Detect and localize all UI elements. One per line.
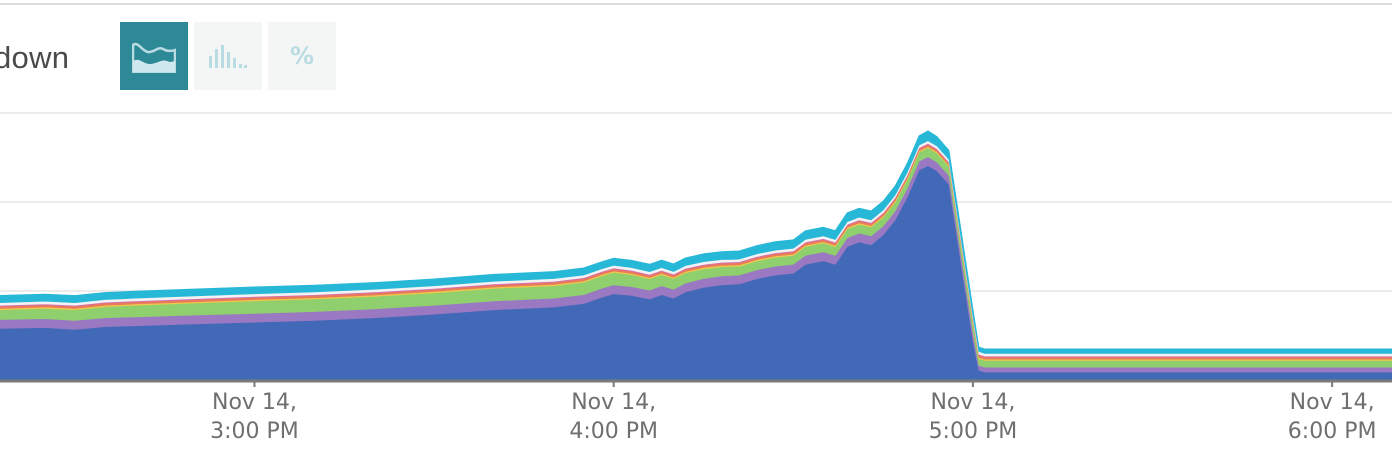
bar-chart-icon xyxy=(209,45,247,68)
area-series-8 xyxy=(0,130,1392,354)
area-series xyxy=(0,130,1392,381)
x-tick-label-4: Nov 14, 6:00 PM xyxy=(1288,390,1377,444)
area-chart-mode-button[interactable] xyxy=(120,22,188,90)
x-tick-label-1: Nov 14, 3:00 PM xyxy=(210,390,299,444)
bar-chart-mode-button[interactable] xyxy=(194,22,262,90)
x-tick-label-3: Nov 14, 5:00 PM xyxy=(929,390,1018,444)
top-divider xyxy=(0,0,1392,5)
area-chart-icon xyxy=(132,42,176,73)
x-axis: Nov 14, 3:00 PM Nov 14, 4:00 PM Nov 14, 5:00 … xyxy=(0,379,1392,444)
x-tick-label-2: Nov 14, 4:00 PM xyxy=(569,390,658,444)
percent-mode-button[interactable]: % xyxy=(268,22,336,90)
chart-title: down xyxy=(0,40,70,75)
percent-icon: % xyxy=(289,42,315,70)
